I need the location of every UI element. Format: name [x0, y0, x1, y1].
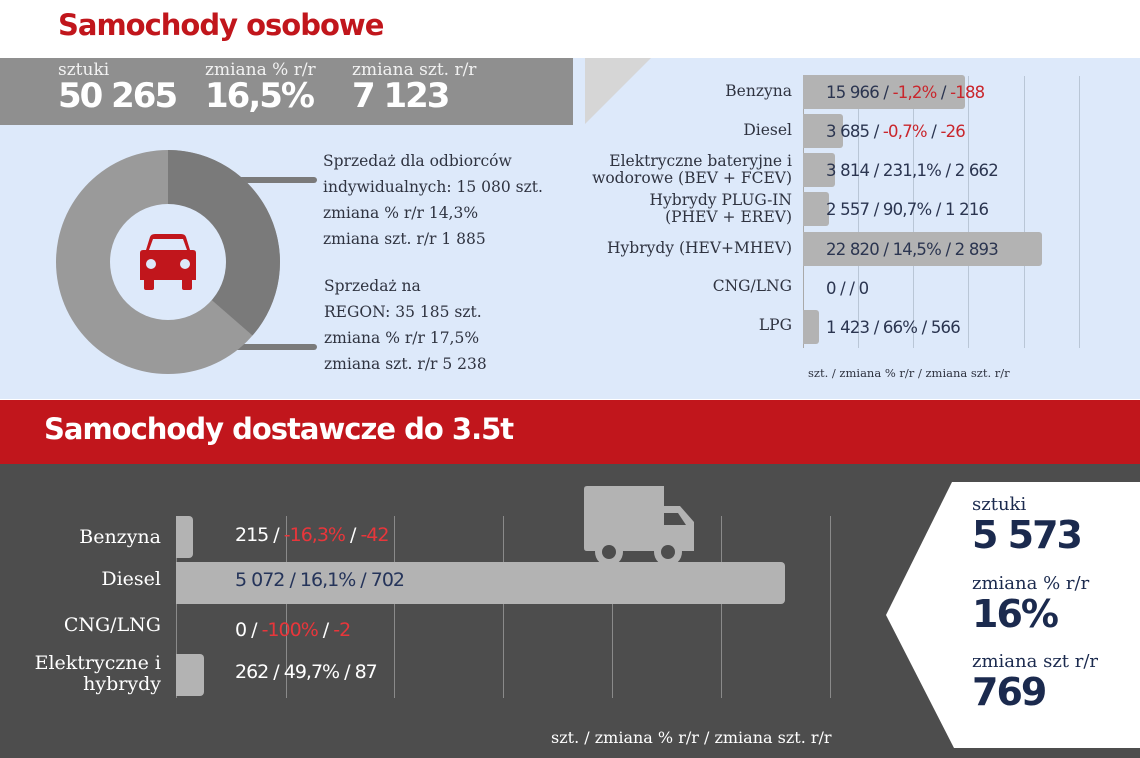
gridline: [830, 516, 831, 698]
stat-unit-change-label: zmiana szt. r/r: [352, 60, 477, 80]
bar-value: 22 820 / 14,5% / 2 893: [826, 240, 999, 259]
stat-pct-change-label: zmiana % r/r: [205, 60, 316, 80]
annotation-line: Sprzedaż na: [324, 277, 421, 295]
vans-stat-unit-change-value: 769: [972, 670, 1047, 714]
vans-title-band: Samochody dostawcze do 3.5t: [0, 400, 1140, 464]
chart-axis: [176, 516, 177, 698]
chart-row-phev-erev: Hybrydy PLUG-IN (PHEV + EREV) 2 557 / 90,…: [580, 192, 1140, 228]
bar: [803, 310, 819, 344]
vans-stat-units: sztuki 5 573: [972, 494, 1083, 557]
row-label: Benzyna: [79, 526, 161, 548]
annotation-line: zmiana % r/r 14,3%: [323, 204, 479, 222]
car-icon: [140, 234, 196, 290]
chart-row-bev-fcev: Elektryczne bateryjne i wodorowe (BEV + F…: [580, 153, 1140, 189]
stat-unit-change-value: 7 123: [352, 76, 450, 116]
row-label: LPG: [758, 316, 792, 334]
vans-stat-unit-change-label: zmiana szt r/r: [972, 651, 1099, 672]
gridline: [1079, 76, 1080, 348]
row-label: Benzyna: [725, 82, 792, 100]
row-label: Diesel: [101, 568, 161, 590]
bar-value: 215 / -16,3% / -42: [235, 524, 390, 546]
passenger-section-title: Samochody osobowe: [58, 8, 384, 42]
chart-row-hev-mhev: Hybrydy (HEV+MHEV) 22 820 / 14,5% / 2 89…: [580, 232, 1140, 268]
annotation-line: zmiana szt. r/r 1 885: [323, 230, 486, 248]
bar-value: 3 814 / 231,1% / 2 662: [826, 161, 999, 180]
chart-footnote: szt. / zmiana % r/r / zmiana szt. r/r: [551, 728, 832, 747]
bar: [803, 114, 843, 148]
vans-stat-unit-change: zmiana szt r/r 769: [972, 651, 1098, 712]
row-label: Elektryczne i hybrydy: [34, 652, 161, 695]
bar-value: 3 685 / -0,7% / -26: [826, 122, 966, 141]
row-label: CNG/LNG: [712, 277, 792, 295]
bar: [803, 75, 965, 109]
vans-stat-pct-change-value: 16%: [972, 592, 1059, 636]
chart-row-cng-lng: CNG/LNG 0 / / 0: [580, 271, 1140, 307]
stat-units-label: sztuki: [58, 60, 110, 80]
donut-regon-annotation: Sprzedaż na REGON: 35 185 szt. zmiana % …: [324, 273, 487, 377]
bar: [803, 192, 829, 226]
gridline: [286, 516, 287, 698]
truck-icon: [584, 486, 694, 566]
bar-value: 5 072 / 16,1% / 702: [235, 569, 405, 591]
bar-value: 2 557 / 90,7% / 1 216: [826, 200, 989, 219]
donut-individual-annotation: Sprzedaż dla odbiorców indywidualnych: 1…: [323, 148, 543, 252]
vans-stat-pct-change-label: zmiana % r/r: [972, 573, 1090, 594]
gridline: [858, 76, 859, 348]
row-label: Hybrydy PLUG-IN (PHEV + EREV): [649, 191, 793, 226]
bar: [803, 232, 1042, 266]
gridline: [968, 76, 969, 348]
stat-units-value: 50 265: [58, 76, 178, 116]
gridline: [612, 516, 613, 698]
passenger-fuel-bar-chart: Benzyna 15 966 / -1,2% / -188 Diesel 3 6…: [580, 58, 1140, 398]
vans-stat-pct-change: zmiana % r/r 16%: [972, 573, 1089, 634]
vans-stats-panel: [886, 482, 1140, 748]
annotation-line: zmiana % r/r 17,5%: [324, 329, 480, 347]
annotation-line: Sprzedaż dla odbiorców: [323, 152, 512, 170]
row-label: Elektryczne bateryjne i wodorowe (BEV + F…: [592, 152, 792, 187]
passenger-stats-bar: sztuki 50 265 zmiana % r/r 16,5% zmiana …: [0, 58, 573, 125]
bar-value: 0 / / 0: [826, 279, 869, 298]
chart-footnote: szt. / zmiana % r/r / zmiana szt. r/r: [808, 366, 1010, 380]
stat-unit-change: zmiana szt. r/r 7 123: [352, 60, 476, 113]
stat-pct-change-value: 16,5%: [205, 76, 315, 116]
donut-slice-individual: [168, 150, 280, 336]
row-label: Diesel: [743, 121, 792, 139]
stat-units: sztuki 50 265: [58, 60, 178, 116]
vans-stat-units-value: 5 573: [972, 513, 1083, 557]
bar-value: 15 966 / -1,2% / -188: [826, 83, 985, 102]
decorative-corner-triangle: [585, 58, 651, 124]
bar-value: 1 423 / 66% / 566: [826, 318, 961, 337]
bar: [176, 562, 785, 604]
stat-pct-change: zmiana % r/r 16,5%: [205, 60, 316, 113]
sales-donut-chart: [56, 150, 280, 374]
gridline: [721, 516, 722, 698]
gridline: [1024, 76, 1025, 348]
annotation-line: zmiana szt. r/r 5 238: [324, 355, 487, 373]
bar: [803, 153, 835, 187]
chart-row-benzyna: Benzyna 15 966 / -1,2% / -188: [580, 75, 1140, 111]
bar-value: 262 / 49,7% / 87: [235, 661, 378, 683]
vans-stat-units-label: sztuki: [972, 494, 1027, 515]
gridline: [394, 516, 395, 698]
gridline: [913, 76, 914, 348]
bar: [176, 516, 193, 558]
chart-row-diesel: Diesel 3 685 / -0,7% / -26: [580, 114, 1140, 150]
bar-value: 0 / -100% / -2: [235, 619, 351, 641]
bar: [176, 654, 204, 696]
row-label: Hybrydy (HEV+MHEV): [607, 239, 792, 257]
vans-section-title: Samochody dostawcze do 3.5t: [44, 412, 514, 446]
row-label: CNG/LNG: [63, 614, 161, 636]
gridline: [503, 516, 504, 698]
annotation-line: REGON: 35 185 szt.: [324, 303, 482, 321]
chart-row-lpg: LPG 1 423 / 66% / 566: [580, 310, 1140, 346]
annotation-line: indywidualnych: 15 080 szt.: [323, 178, 543, 196]
